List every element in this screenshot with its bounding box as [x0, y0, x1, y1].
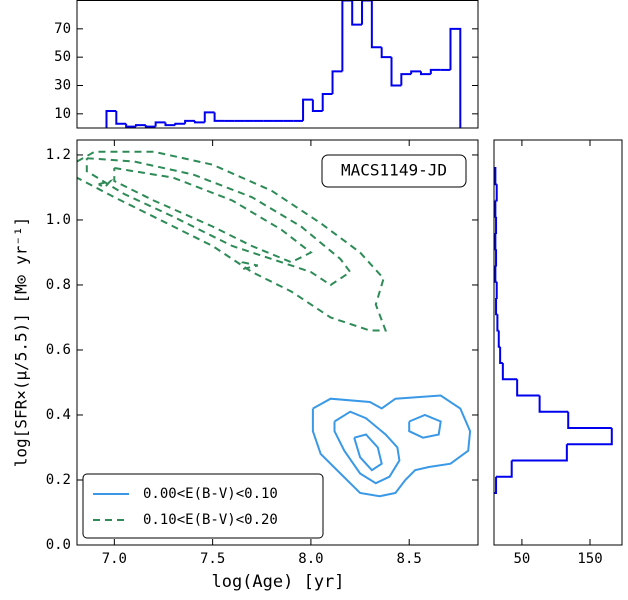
y-tick-label: 30 [54, 78, 71, 94]
histogram-bin [361, 0, 372, 25]
histogram-bin [496, 314, 499, 332]
y-tick-label: 50 [54, 49, 71, 65]
histogram-bin [497, 330, 501, 348]
panel-frame [76, 139, 479, 546]
y-tick-label: 0.6 [46, 342, 71, 358]
histogram-bin [154, 121, 166, 127]
annotation-box [321, 154, 467, 188]
histogram-bin [105, 110, 117, 128]
x-tick-label: 50 [513, 551, 530, 567]
histogram-bin [501, 362, 518, 381]
contour-line [311, 394, 472, 498]
histogram-bin [410, 70, 421, 75]
histogram-bin [302, 98, 313, 121]
histogram-bin [134, 124, 146, 127]
histogram-bin [494, 265, 497, 283]
histogram-bin [341, 0, 353, 72]
legend-box [82, 473, 324, 539]
histogram-bin [144, 125, 156, 128]
contour-line [77, 150, 388, 332]
y-tick-label: 1.2 [46, 147, 71, 163]
x-tick-label: 7.5 [200, 551, 225, 567]
legend-label: 0.00<E(B-V)<0.10 [143, 486, 278, 502]
histogram-bin [311, 99, 323, 112]
contour-line [85, 157, 352, 287]
plot-area [105, 0, 462, 128]
histogram-bin [184, 119, 195, 124]
histogram-bin [495, 184, 498, 202]
x-tick-label: 7.0 [102, 551, 127, 567]
x-axis-label: log(Age) [yr] [211, 572, 344, 592]
histogram-bin [496, 460, 513, 478]
histogram-bin [495, 281, 498, 299]
contour-line [353, 433, 383, 472]
histogram-bin [495, 216, 498, 234]
histogram-bin [321, 93, 333, 111]
histogram-bin [400, 73, 412, 86]
y-tick-label: 10 [54, 106, 71, 122]
y-tick-label: 70 [54, 21, 71, 37]
histogram-bin [390, 57, 402, 87]
y-tick-label: 0.4 [46, 407, 71, 423]
x-tick-label: 8.5 [397, 551, 422, 567]
histogram-bin [494, 476, 498, 494]
histogram-bin [380, 47, 392, 59]
contour-line [113, 167, 313, 264]
plot-area [77, 150, 472, 498]
histogram-bin [449, 27, 462, 128]
histogram-bin [115, 111, 127, 125]
histogram-bin [494, 232, 497, 251]
histogram-bin [494, 166, 497, 186]
histogram-bin [566, 427, 613, 446]
legend-label: 0.10<E(B-V)<0.20 [143, 512, 278, 528]
y-tick-label: 0.2 [46, 472, 71, 488]
histogram-bin [164, 122, 176, 127]
histogram-bin [495, 297, 498, 316]
contour-line [98, 179, 114, 189]
histogram-bin [567, 411, 612, 429]
x-tick-label: 150 [577, 551, 602, 567]
histogram-bin [203, 111, 215, 123]
panel-frame [76, 0, 479, 129]
plot-area [494, 166, 613, 494]
histogram-bin [331, 70, 343, 94]
y-tick-label: 0.0 [46, 537, 71, 553]
histogram-bin [174, 122, 186, 126]
contour-line [333, 410, 401, 485]
histogram-bin [193, 120, 205, 124]
y-tick-label: 1.0 [46, 212, 71, 228]
contour-line [408, 413, 442, 439]
histogram-bin [351, 0, 363, 26]
histogram-bin [125, 123, 136, 128]
histogram-bin [213, 112, 225, 122]
x-tick-label: 8.0 [298, 551, 323, 567]
histogram-bin [419, 71, 431, 76]
contour-line [241, 261, 259, 270]
histogram-bin [494, 200, 497, 218]
histogram-bin [538, 395, 569, 413]
annotation: MACS1149-JD [341, 161, 447, 180]
panel-frame [493, 139, 623, 546]
histogram-bin [499, 346, 503, 364]
histogram-bin [495, 249, 498, 267]
histogram-bin [370, 0, 382, 49]
histogram-bin [511, 444, 568, 462]
histogram-bin [429, 68, 441, 75]
y-axis-label: log[SFR×(μ/5.5)] [M⊙ yr⁻¹] [12, 217, 31, 467]
y-tick-label: 0.8 [46, 277, 71, 293]
histogram-bin [516, 379, 540, 397]
